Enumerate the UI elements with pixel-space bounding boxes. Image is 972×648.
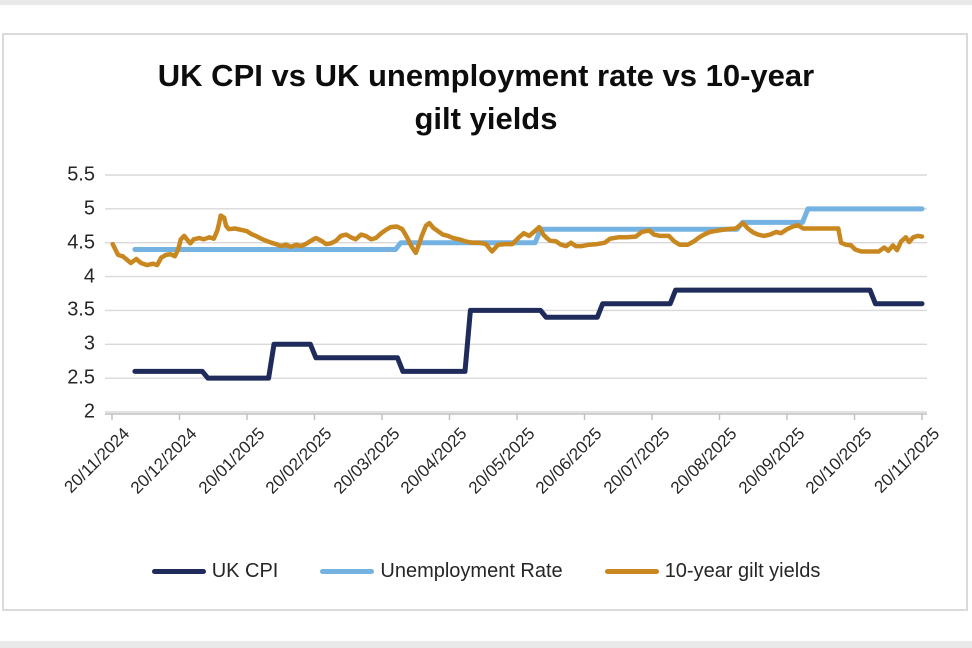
page-bottom-strip [0,641,972,648]
series-line-uk-cpi [132,287,925,381]
chart-legend: UK CPI Unemployment Rate 10-year gilt yiel… [0,560,972,583]
legend-swatch-uk-cpi [151,569,206,574]
y-axis-label: 3.5 [67,298,95,321]
legend-swatch-10-year-gilt-yields [604,569,659,574]
legend-label: UK CPI [211,560,279,582]
y-axis-label: 3 [83,332,95,355]
y-axis-label: 4.5 [67,231,95,254]
page-top-strip [0,0,972,5]
y-axis-label: 5.5 [67,163,95,186]
series-line-unemployment-rate [132,206,925,252]
legend-item-unemployment-rate: Unemployment Rate [320,560,563,583]
legend-item-10-year-gilt-yields: 10-year gilt yields [604,560,821,583]
chart-title: UK CPI vs UK unemployment rate vs 10-yea… [157,58,815,137]
legend-label: Unemployment Rate [380,560,563,582]
legend-item-uk-cpi: UK CPI [151,560,279,583]
legend-swatch-unemployment-rate [320,569,375,574]
chart-frame [2,33,968,611]
y-axis-label: 5 [83,197,95,220]
y-axis-label: 4 [83,265,95,288]
series-line-10-year-gilt-yields [110,213,925,268]
y-axis-label: 2 [83,400,95,423]
y-axis-label: 2.5 [67,366,95,389]
legend-label: 10-year gilt yields [664,560,821,582]
